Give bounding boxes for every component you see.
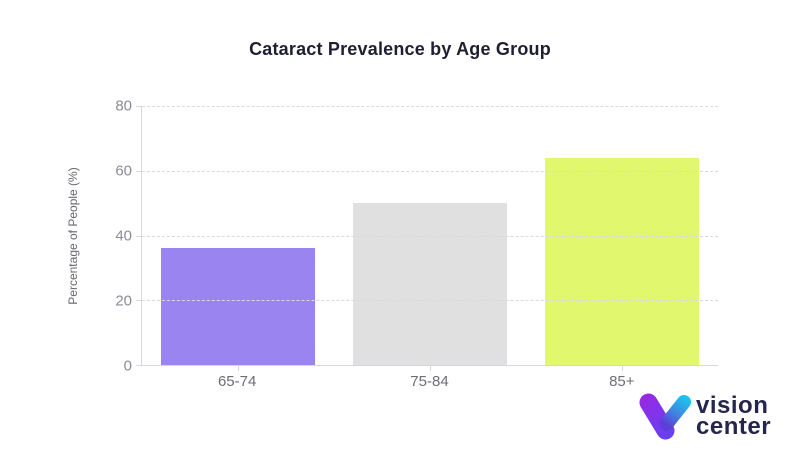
y-tick-mark-40: [136, 235, 142, 237]
x-tick-mark-65-74: [238, 365, 239, 371]
bar-band-75-84: [334, 106, 526, 365]
logo-word-center: center: [696, 413, 772, 440]
bar-65-74: [161, 248, 315, 365]
x-tick-mark-75-84: [430, 365, 431, 371]
bar-band-65-74: [142, 106, 334, 365]
bars: [142, 106, 718, 365]
bar-85+: [545, 157, 699, 365]
y-tick-label-20: 20: [115, 292, 132, 310]
y-tick-label-80: 80: [115, 97, 132, 115]
gridline-20: [142, 300, 718, 302]
x-tick-mark-85+: [622, 365, 623, 371]
plot-area: [136, 106, 718, 371]
y-tick-label-0: 0: [123, 357, 132, 375]
gridline-80: [142, 106, 718, 107]
vision-center-logo: vision center: [639, 393, 771, 441]
logo-text: vision center: [696, 392, 772, 440]
y-tick-mark-0: [136, 365, 142, 366]
vision-center-v-icon: [639, 393, 691, 440]
bar-75-84: [353, 203, 507, 365]
y-tick-label-40: 40: [115, 227, 132, 245]
y-tick-labels: 0 20 40 60 80: [0, 98, 132, 375]
y-tick-mark-20: [136, 300, 142, 302]
x-tick-label-75-84: 75-84: [410, 373, 449, 390]
bar-band-85+: [526, 106, 718, 365]
gridline-40: [142, 235, 718, 237]
chart-title: Cataract Prevalence by Age Group: [249, 39, 551, 59]
y-tick-mark-80: [136, 106, 142, 107]
y-tick-label-60: 60: [115, 162, 132, 180]
gridline-60: [142, 170, 718, 172]
x-tick-label-85+: 85+: [609, 373, 635, 390]
x-tick-label-65-74: 65-74: [217, 373, 257, 390]
logo-word-vision: vision: [696, 392, 769, 419]
x-tick-labels: 65-74 75-84 85+: [141, 373, 718, 390]
y-tick-mark-60: [136, 170, 142, 172]
